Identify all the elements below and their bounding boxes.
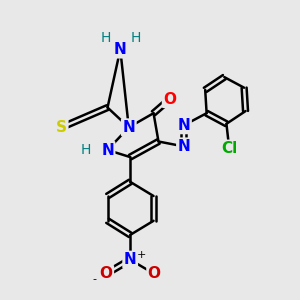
Text: N: N <box>124 252 136 267</box>
Text: N: N <box>122 120 135 135</box>
Text: O: O <box>148 266 161 281</box>
Text: N: N <box>101 142 114 158</box>
Text: +: + <box>137 250 146 260</box>
Text: H: H <box>101 31 111 45</box>
Text: N: N <box>114 42 127 57</box>
Text: N: N <box>178 118 190 133</box>
Text: H: H <box>131 31 141 45</box>
Text: O: O <box>100 266 112 281</box>
Text: -: - <box>93 274 97 284</box>
Text: S: S <box>56 120 67 135</box>
Text: O: O <box>163 92 176 106</box>
Text: N: N <box>178 139 190 154</box>
Text: Cl: Cl <box>221 141 237 156</box>
Text: H: H <box>81 143 92 157</box>
